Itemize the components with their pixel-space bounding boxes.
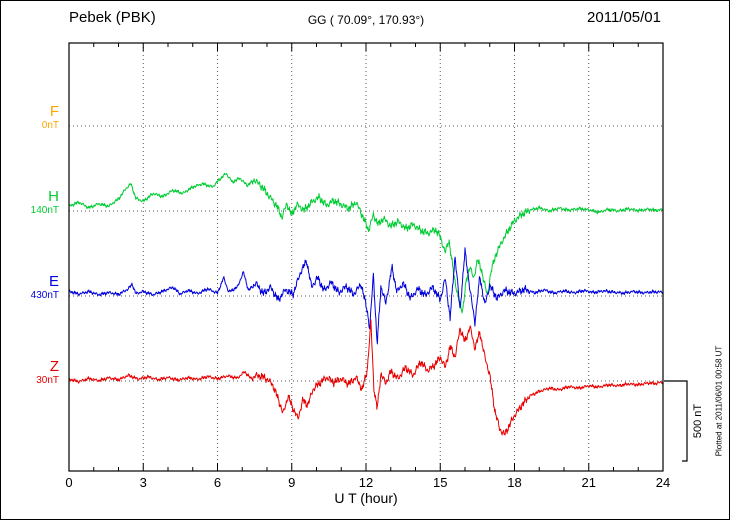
component-label-E: E 430nT: [9, 274, 59, 302]
component-letter-F: F: [49, 103, 59, 120]
x-tick-label-6: 6: [213, 475, 222, 490]
component-label-H: H 140nT: [9, 189, 59, 217]
x-tick-label-21: 21: [581, 475, 596, 490]
x-tick-label-24: 24: [655, 475, 671, 490]
trace-E: [69, 247, 663, 345]
trace-H: [69, 172, 663, 314]
component-letter-E: E: [48, 273, 59, 290]
station-title: Pebek (PBK): [69, 9, 156, 26]
x-tick-label-9: 9: [288, 475, 296, 490]
x-tick-label-3: 3: [139, 475, 147, 490]
component-label-Z: Z 30nT: [9, 359, 59, 387]
component-letter-Z: Z: [49, 358, 59, 375]
scale-bar-bracket: [664, 380, 688, 462]
scale-bar-label: 500 nT: [692, 403, 704, 439]
component-letter-H: H: [48, 188, 59, 205]
x-tick-label-0: 0: [65, 475, 73, 490]
x-tick-label-15: 15: [433, 475, 448, 490]
x-axis-label: U T (hour): [334, 490, 398, 506]
component-baseline-value-Z: 30nT: [36, 375, 59, 386]
component-baseline-value-F: 0nT: [41, 120, 59, 131]
x-tick-label-18: 18: [507, 475, 522, 490]
component-baseline-value-H: 140nT: [30, 205, 59, 216]
plot-box: [68, 42, 664, 472]
trace-Z: [69, 319, 663, 436]
plotted-at-note: Plotted at 2011/06/01 00:58 UT: [714, 345, 724, 457]
component-label-F: F 0nT: [9, 104, 59, 132]
x-tick-label-12: 12: [358, 475, 374, 490]
plot-date: 2011/05/01: [587, 9, 661, 26]
geographic-coords: GG ( 70.09°, 170.93°): [307, 13, 425, 27]
component-baseline-value-E: 430nT: [30, 290, 59, 301]
